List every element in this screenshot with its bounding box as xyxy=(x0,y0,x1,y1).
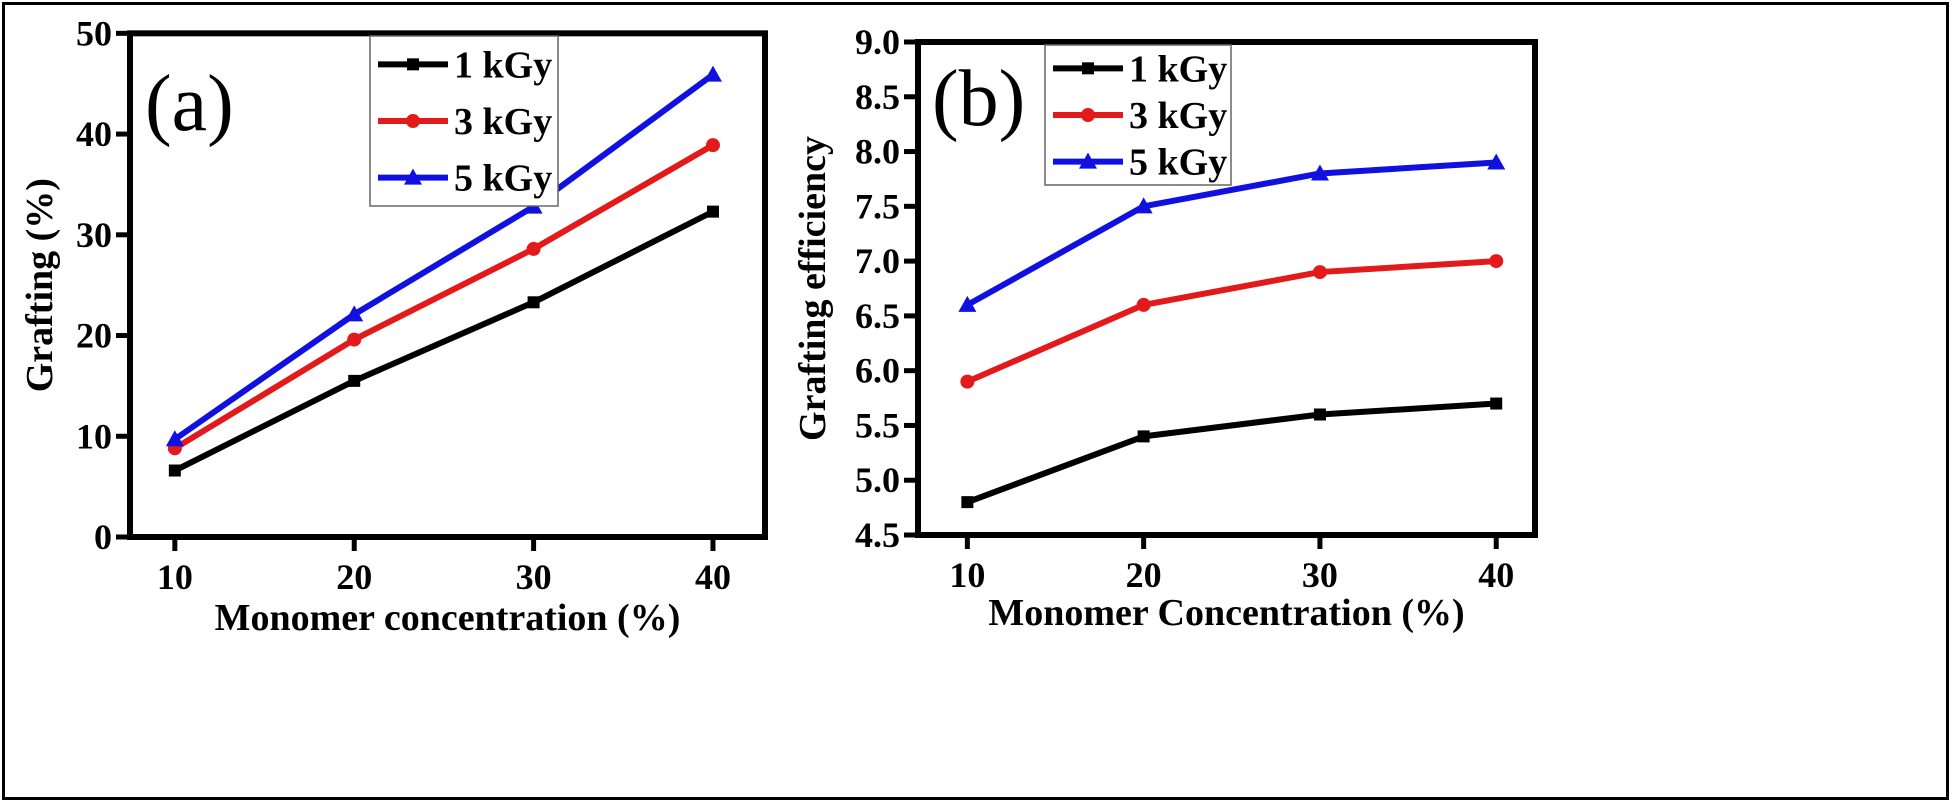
circle-marker xyxy=(1489,254,1504,269)
panel-a: 0 10 20 30 40 50 10 20 30 40 Monomer concentration… xyxy=(19,13,768,639)
triangle-marker xyxy=(345,305,364,322)
legend-label: 5 kGy xyxy=(1129,142,1227,184)
plot-frame xyxy=(915,39,1538,538)
square-marker xyxy=(706,205,719,218)
legend-item: 3 kGy xyxy=(378,101,552,143)
triangle-marker xyxy=(1134,197,1153,214)
x-tick-label: 40 xyxy=(1478,555,1514,595)
legend-item: 1 kGy xyxy=(1053,48,1227,90)
panel-b: 4.5 5.0 5.5 6.0 6.5 7.0 7.5 8.0 8.5 9.0 10 20 30 40 Mo… xyxy=(792,22,1538,634)
series-5-kgy xyxy=(958,153,1506,312)
y-tick-label: 7.5 xyxy=(855,186,900,226)
legend-label: 5 kGy xyxy=(454,158,552,200)
series-line xyxy=(965,159,1497,308)
legend-label: 3 kGy xyxy=(454,101,552,143)
square-marker xyxy=(1082,62,1094,75)
legend-item: 5 kGy xyxy=(1053,142,1227,184)
y-tick-label: 5.0 xyxy=(855,460,900,500)
square-marker xyxy=(1313,408,1326,421)
series-line xyxy=(173,142,715,451)
y-tick-label: 8.0 xyxy=(855,132,900,172)
series-1-kgy xyxy=(961,397,1503,509)
square-marker xyxy=(168,464,181,477)
y-tick-label: 4.5 xyxy=(855,515,900,555)
triangle-marker xyxy=(958,295,977,312)
x-tick-label: 10 xyxy=(157,557,193,597)
circle-marker xyxy=(347,332,362,347)
y-tick-label: 6.0 xyxy=(855,351,900,391)
triangle-marker xyxy=(404,168,422,185)
triangle-marker xyxy=(703,65,722,82)
x-tick-label: 30 xyxy=(1302,555,1338,595)
y-axis-title: Grafting efficiency xyxy=(792,136,834,441)
square-marker xyxy=(348,374,361,387)
x-tick-label: 20 xyxy=(336,557,372,597)
triangle-marker xyxy=(1079,152,1097,169)
circle-marker xyxy=(1136,297,1151,312)
y-tick-label: 40 xyxy=(76,114,112,154)
y-tick-label: 50 xyxy=(76,13,112,53)
legend-label: 3 kGy xyxy=(1129,95,1227,137)
triangle-marker xyxy=(165,430,184,447)
series-line xyxy=(173,208,715,474)
circle-marker xyxy=(1312,265,1327,280)
y-tick-label: 8.5 xyxy=(855,77,900,117)
series-1-kgy xyxy=(168,205,719,477)
legend: 1 kGy 3 kGy 5 kGy xyxy=(1044,44,1232,186)
x-tick-label: 20 xyxy=(1126,555,1162,595)
y-tick-label: 5.5 xyxy=(855,405,900,445)
series-line xyxy=(966,400,1497,505)
y-tick-label: 6.5 xyxy=(855,296,900,336)
circle-marker xyxy=(526,241,541,256)
legend-item: 3 kGy xyxy=(1053,95,1227,137)
square-marker xyxy=(1490,397,1503,410)
x-axis-title: Monomer Concentration (%) xyxy=(988,592,1464,634)
square-marker xyxy=(527,296,540,309)
panel-label: (a) xyxy=(145,60,234,148)
series-line xyxy=(173,72,715,442)
x-tick-label: 10 xyxy=(949,555,985,595)
triangle-marker xyxy=(1487,153,1506,170)
x-axis-title: Monomer concentration (%) xyxy=(215,597,681,639)
legend-label: 1 kGy xyxy=(1129,48,1227,90)
x-tick-label: 40 xyxy=(695,557,731,597)
square-marker xyxy=(961,496,974,509)
y-tick-label: 20 xyxy=(76,316,112,356)
y-tick-label: 9.0 xyxy=(855,22,900,62)
series-line xyxy=(966,258,1497,385)
circle-marker xyxy=(705,138,720,153)
legend-item: 1 kGy xyxy=(378,44,552,86)
circle-marker xyxy=(1081,108,1095,122)
circle-marker xyxy=(406,114,420,128)
legend: 1 kGy 3 kGy 5 kGy xyxy=(369,35,559,207)
panel-label: (b) xyxy=(932,55,1025,143)
series-3-kgy xyxy=(960,254,1504,389)
circle-marker xyxy=(960,374,975,389)
y-tick-label: 10 xyxy=(76,416,112,456)
y-axis-title: Grafting (%) xyxy=(19,178,61,392)
y-tick-label: 0 xyxy=(94,517,112,557)
legend-label: 1 kGy xyxy=(454,44,552,86)
y-tick-label: 30 xyxy=(76,215,112,255)
plot-frame xyxy=(127,30,768,540)
series-5-kgy xyxy=(165,65,722,447)
x-tick-label: 30 xyxy=(516,557,552,597)
legend-item: 5 kGy xyxy=(378,158,552,200)
series-3-kgy xyxy=(167,138,720,456)
triangle-marker xyxy=(1310,164,1329,181)
y-tick-label: 7.0 xyxy=(855,241,900,281)
square-marker xyxy=(407,58,419,71)
square-marker xyxy=(1137,430,1150,443)
